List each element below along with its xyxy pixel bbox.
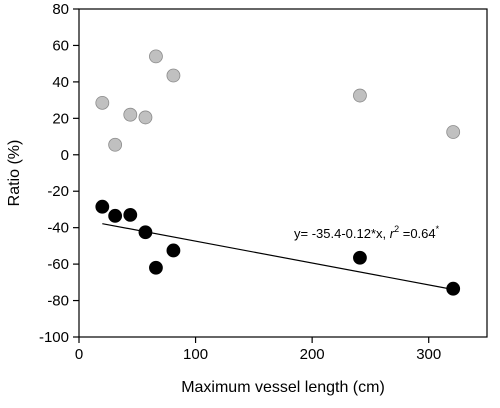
ticks: 0 100 200 300 -100 -80 -60 -40 -20 0 20 40 60 80 (39, 1, 441, 363)
point-black (353, 250, 367, 265)
y-tick-label: 0 (61, 147, 69, 164)
y-tick-label: 80 (52, 1, 69, 18)
plot-frame (78, 8, 488, 338)
y-axis-label: Ratio (%) (6, 140, 23, 207)
x-tick-label: 300 (416, 346, 441, 363)
point-gray (138, 110, 153, 125)
y-tick-label: -80 (47, 293, 69, 310)
y-tick-label: -20 (47, 183, 69, 200)
y-tick-label: -100 (39, 329, 69, 346)
point-black (138, 225, 153, 240)
y-tick-label: -60 (47, 256, 69, 273)
x-tick-label: 200 (300, 346, 325, 363)
point-black (95, 199, 110, 214)
y-tick-label: 40 (52, 74, 69, 91)
regression-line (102, 223, 454, 291)
point-black (446, 281, 461, 296)
point-black (166, 243, 181, 258)
data-points (95, 49, 461, 296)
regression-r-superscript: 2 (394, 224, 399, 234)
point-gray (95, 95, 110, 110)
regression-r-value: =0.64 (399, 226, 436, 241)
regression-r-symbol: r (390, 226, 395, 241)
point-black (123, 208, 138, 222)
regression-equation-prefix: y= -35.4-0.12*x, (294, 226, 390, 241)
point-black (149, 260, 163, 275)
x-axis-label: Maximum vessel length (cm) (181, 379, 385, 396)
y-tick-label: -40 (47, 220, 69, 237)
point-gray (108, 137, 123, 152)
x-tick-label: 100 (183, 346, 208, 363)
x-tick-label: 0 (75, 346, 83, 363)
point-gray (166, 68, 181, 83)
point-gray (353, 88, 367, 103)
axes (78, 8, 488, 338)
point-black (108, 208, 123, 223)
y-tick-label: 60 (52, 37, 69, 54)
point-gray (149, 49, 163, 64)
point-gray (123, 107, 138, 122)
y-tick-label: 20 (52, 110, 69, 127)
regression-equation: y= -35.4-0.12*x, r2 =0.64* (294, 224, 440, 241)
regression-significance: * (436, 224, 440, 234)
point-gray (446, 125, 461, 139)
